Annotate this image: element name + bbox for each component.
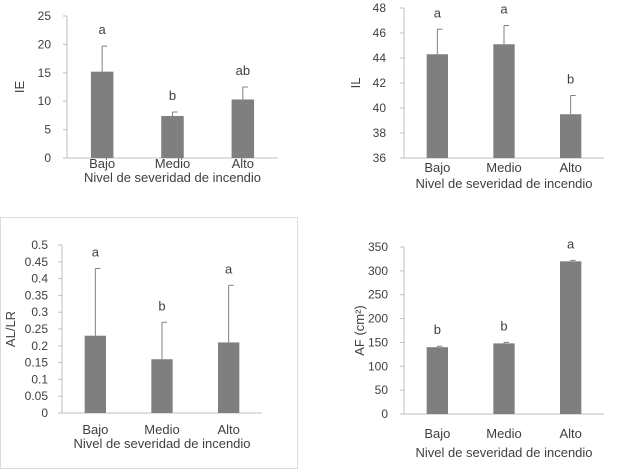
significance-letter: b [158,298,165,313]
y-tick-label: 100 [368,359,388,373]
y-axis-title: AL/LR [3,311,18,347]
significance-letter: a [567,236,575,251]
y-tick-label: 250 [368,288,388,302]
bar-alto [560,261,582,414]
chart-panel-al-lr: 0 0.05 0.1 0.15 0.2 0.25 0.3 0.35 0.4 0.45 0.5 AL/L… [3,238,262,451]
y-tick-label: 38 [373,126,387,140]
bar-medio [493,44,515,158]
y-tick-label: 25 [38,9,52,23]
bar-alto [218,342,240,413]
category-label: Bajo [82,422,108,437]
y-axis-title: IL [348,78,363,89]
chart-panel-af: 0 50 100 150 200 250 300 350 AF (cm²) b Bajo b Medio… [352,236,604,460]
y-tick-label: 0.1 [31,372,48,386]
category-label: Alto [559,426,581,441]
y-tick-label: 36 [373,151,387,165]
category-label: Bajo [89,156,115,171]
y-tick-label: 46 [373,26,387,40]
significance-letter: b [500,318,507,333]
y-tick-label: 0 [44,151,51,165]
y-tick-label: 0.45 [25,255,49,269]
y-tick-label: 0 [41,406,48,420]
x-axis-title: Nivel de severidad de incendio [415,176,592,191]
significance-letter: a [225,261,233,276]
category-label: Medio [486,160,521,175]
x-axis-title: Nivel de severidad de incendio [84,170,261,185]
significance-letter: a [99,22,107,37]
y-tick-label: 0 [381,407,388,421]
category-label: Medio [486,426,521,441]
y-tick-label: 0.2 [31,339,48,353]
y-tick-label: 0.5 [31,238,48,252]
bar-bajo [90,71,114,158]
y-tick-label: 42 [373,76,387,90]
significance-letter: b [169,88,176,103]
category-label: Alto [559,160,581,175]
bar-medio [493,343,515,414]
bar-alto [231,99,255,158]
category-label: Medio [155,156,190,171]
significance-letter: b [434,322,441,337]
x-axis-title: Nivel de severidad de incendio [415,445,592,460]
y-tick-label: 0.3 [31,305,48,319]
category-label: Bajo [424,426,450,441]
y-axis-title: AF (cm²) [352,305,367,356]
category-label: Alto [217,422,239,437]
y-tick-label: 50 [375,383,389,397]
y-tick-label: 44 [373,51,387,65]
y-tick-label: 20 [38,37,52,51]
significance-letter: a [500,2,508,17]
category-label: Alto [232,156,254,171]
y-tick-label: 0.4 [31,272,48,286]
y-tick-label: 0.15 [25,356,49,370]
y-tick-label: 300 [368,264,388,278]
bar-medio [161,115,184,158]
bar-alto [560,114,582,158]
y-tick-label: 0.35 [25,288,49,302]
y-axis-title: IE [12,81,27,94]
bar-bajo [426,347,448,414]
y-tick-label: 15 [38,66,52,80]
y-tick-label: 40 [373,101,387,115]
y-tick-label: 350 [368,240,388,254]
y-tick-label: 150 [368,335,388,349]
y-tick-label: 10 [38,94,52,108]
y-tick-label: 0.05 [25,389,49,403]
bar-bajo [84,335,106,413]
y-tick-label: 200 [368,312,388,326]
category-label: Medio [144,422,179,437]
y-tick-label: 48 [373,1,387,15]
y-tick-label: 0.25 [25,322,49,336]
bar-bajo [426,54,448,158]
x-axis-title: Nivel de severidad de incendio [73,436,250,451]
significance-letter: a [92,245,100,260]
y-tick-label: 5 [44,123,51,137]
significance-letter: a [434,5,442,20]
bar-medio [151,359,173,413]
significance-letter: b [567,72,574,87]
category-label: Bajo [424,160,450,175]
significance-letter: ab [236,63,250,78]
